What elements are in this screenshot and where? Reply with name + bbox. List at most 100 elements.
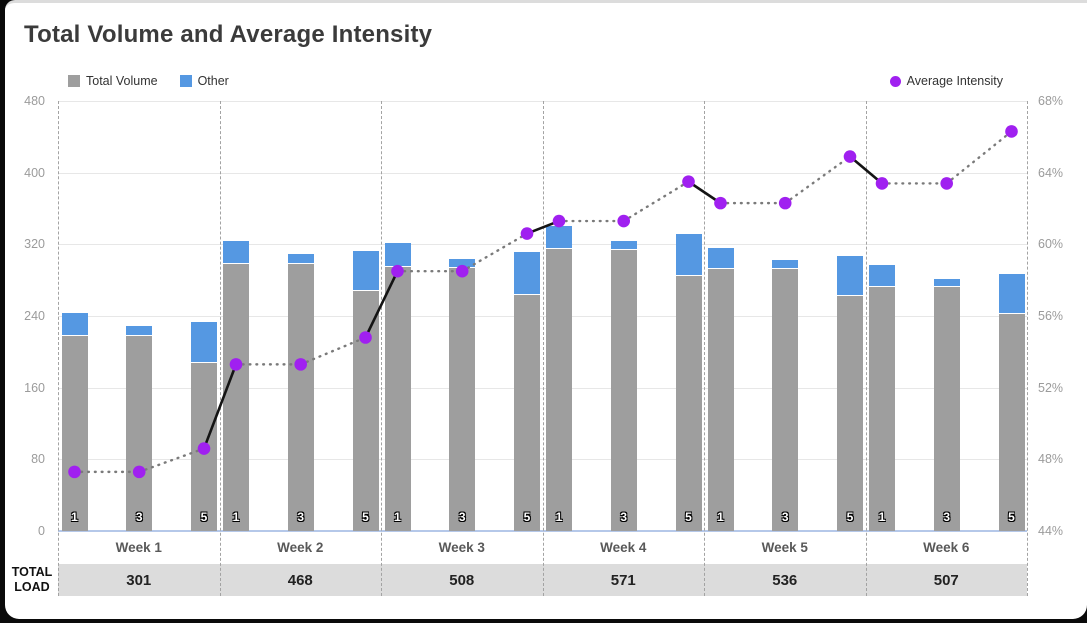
total-load-header: TOTAL LOAD <box>11 565 53 594</box>
bar-other-w1-d1 <box>61 313 88 335</box>
day-label: 1 <box>232 510 240 524</box>
right-axis-tick: 64% <box>1038 165 1064 180</box>
average-intensity-line-overlay <box>68 125 1018 479</box>
total-load-value: 301 <box>126 572 152 589</box>
total-volume-swatch-icon <box>68 75 80 87</box>
bar-total-volume-w3-d3 <box>449 267 476 531</box>
week-separator <box>1027 101 1028 596</box>
day-label: 1 <box>555 510 563 524</box>
week-separator <box>58 101 59 596</box>
average-intensity-point <box>552 214 566 228</box>
week-separator <box>542 101 544 596</box>
right-axis-tick: 44% <box>1038 524 1064 538</box>
legend-item-other[interactable]: Other <box>179 74 229 88</box>
right-axis-tick: 56% <box>1038 309 1064 323</box>
week-label: Week 5 <box>761 540 808 555</box>
average-intensity-point <box>714 196 727 210</box>
day-label: 5 <box>846 510 854 524</box>
bar-other-w6-d5 <box>998 273 1025 314</box>
total-load-value: 468 <box>287 572 313 589</box>
week-label: Week 1 <box>115 540 162 555</box>
bar-total-volume-w3-d1 <box>384 266 411 531</box>
week-separator <box>865 101 867 596</box>
bar-total-volume-w5-d5 <box>837 296 863 531</box>
week-separator <box>381 101 382 596</box>
week-label: Week 2 <box>277 540 324 555</box>
average-intensity-point <box>197 442 211 455</box>
average-intensity-point <box>229 358 243 371</box>
total-load-value: 571 <box>610 572 636 589</box>
day-label: 1 <box>878 510 886 524</box>
day-label: 1 <box>717 510 724 524</box>
average-intensity-point <box>875 177 889 190</box>
bar-other-w5-d3 <box>772 260 799 269</box>
intensity-solid-segment <box>202 363 238 450</box>
legend-item-average-intensity[interactable]: Average Intensity <box>889 74 1003 88</box>
intensity-dotted-segment <box>299 336 367 366</box>
bar-other-w4-d5 <box>675 234 702 275</box>
day-label: 5 <box>200 510 208 524</box>
right-axis-tick: 68% <box>1038 94 1064 108</box>
bar-other-w3-d1 <box>384 243 411 266</box>
average-intensity-point <box>294 358 307 371</box>
bar-total-volume-w2-d1 <box>223 264 249 531</box>
day-label: 5 <box>362 510 369 524</box>
bar-total-volume-w5-d1 <box>707 269 734 531</box>
legend-item-total-volume[interactable]: Total Volume <box>68 74 158 88</box>
left-axis-tick: 0 <box>38 524 45 538</box>
total-load-value: 508 <box>449 572 475 589</box>
average-intensity-point <box>778 196 792 210</box>
bar-other-w1-d3 <box>126 325 153 335</box>
chart-card: Total Volume and Average Intensity Total… <box>5 0 1087 619</box>
legend-label-total-volume: Total Volume <box>86 74 158 88</box>
average-intensity-point <box>940 177 953 190</box>
bar-total-volume-w4-d1 <box>546 248 572 531</box>
bar-other-w2-d3 <box>287 254 314 264</box>
average-intensity-point <box>682 175 695 188</box>
left-axis-tick: 400 <box>24 165 45 180</box>
bar-legend: Total Volume Other <box>68 74 229 88</box>
bar-other-w6-d1 <box>869 264 895 287</box>
left-axis-tick: 240 <box>24 309 45 323</box>
day-label: 5 <box>685 510 692 524</box>
bar-total-volume-w2-d5 <box>352 290 379 531</box>
right-axis-tick: 60% <box>1038 237 1064 252</box>
average-intensity-dot-icon <box>889 75 901 87</box>
intensity-dotted-segment <box>945 130 1013 185</box>
legend-label-other: Other <box>197 74 229 88</box>
day-label: 5 <box>1008 510 1015 524</box>
bar-total-volume-w6-d3 <box>933 287 960 531</box>
day-label: 3 <box>620 510 628 524</box>
average-intensity-point <box>520 227 534 240</box>
bar-other-w5-d5 <box>837 255 863 296</box>
bar-other-w1-d5 <box>191 322 217 362</box>
bar-total-volume-w2-d3 <box>287 264 314 531</box>
bar-other-w4-d1 <box>546 225 572 248</box>
left-axis-tick: 480 <box>24 94 45 108</box>
intensity-dotted-segment <box>137 447 206 474</box>
left-axis-tick: 80 <box>31 452 45 467</box>
day-label: 3 <box>458 510 466 524</box>
bar-total-volume-w3-d5 <box>514 295 540 531</box>
bar-total-volume-w6-d1 <box>869 287 895 531</box>
left-axis-tick: 160 <box>24 380 45 395</box>
bar-total-volume-w1-d1 <box>61 335 88 531</box>
day-label: 3 <box>943 510 951 524</box>
week-label: Week 3 <box>438 540 485 555</box>
day-label: 3 <box>781 510 789 524</box>
average-intensity-point <box>359 331 372 344</box>
bar-other-w4-d3 <box>610 240 637 249</box>
average-intensity-point <box>132 465 146 479</box>
day-label: 3 <box>297 510 305 524</box>
average-intensity-point <box>843 150 857 163</box>
bar-total-volume-w6-d5 <box>998 314 1025 531</box>
week-label: Week 4 <box>600 540 647 555</box>
bar-total-volume-w1-d3 <box>126 335 153 531</box>
intensity-dotted-segment <box>784 155 852 205</box>
bar-other-w5-d1 <box>707 247 734 269</box>
right-axis-tick: 48% <box>1038 452 1064 467</box>
left-axis-tick: 320 <box>24 237 45 252</box>
intensity-solid-segment <box>687 180 722 205</box>
chart-title: Total Volume and Average Intensity <box>24 21 433 48</box>
bar-other-w3-d3 <box>449 258 476 267</box>
